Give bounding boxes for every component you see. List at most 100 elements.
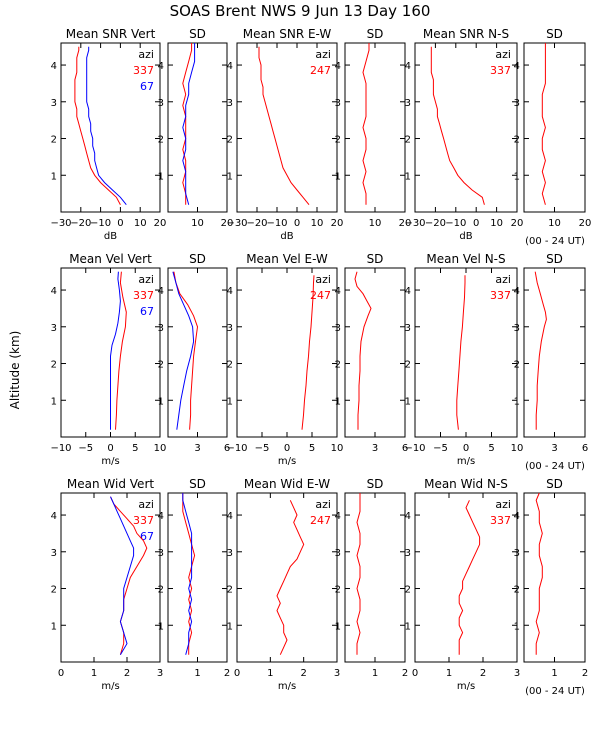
panel-title: Mean Vel Vert [69,252,152,266]
y-tick-label: 2 [335,360,341,371]
x-tick-label: 5 [488,443,494,454]
panel-frame [236,492,338,663]
series-line-red [74,46,121,205]
x-tick-label: 5 [309,443,315,454]
y-tick-label: 4 [405,61,411,72]
y-tick-label: 3 [514,98,520,109]
panel-title: SD [189,477,206,491]
x-tick-label: 10 [191,218,204,229]
series-line-red [258,46,310,206]
y-tick-label: 4 [514,61,520,72]
x-tick-label: 3 [551,443,557,454]
legend-entry: 67 [140,80,154,93]
x-tick-label: 6 [402,443,408,454]
x-tick-label: 1 [267,668,273,679]
legend-entry: 337 [490,64,511,77]
series-line-red [356,493,361,655]
x-tick-label: 1 [194,668,200,679]
legend-header: azi [315,48,331,61]
panel-title: Mean Vel N-S [426,252,505,266]
panel-frame [167,42,228,213]
series-line-blue [172,271,195,430]
x-tick-label: 3 [334,668,340,679]
y-tick-label: 2 [51,360,57,371]
legend-header: azi [138,498,154,511]
legend-entry: 67 [140,530,154,543]
legend-entry: 337 [133,64,154,77]
panel-frame [236,42,338,213]
series-line-blue [182,43,196,205]
x-tick-label: 0 [117,218,123,229]
x-tick-label: 1 [551,668,557,679]
panel-title: Mean SNR Vert [66,27,156,41]
panel-frame [60,492,161,663]
series-line-red [534,271,547,430]
legend-entry: 337 [490,289,511,302]
x-tick-label: 2 [402,668,408,679]
x-tick-label: 20 [399,218,412,229]
y-tick-label: 4 [405,286,411,297]
series-line-red [535,492,543,655]
x-tick-label: 0 [58,668,64,679]
panel-frame [344,42,406,213]
y-axis-label: Altitude (km) [8,331,22,410]
panel-r2c6: 1 2 3 4 3 6 SD [514,252,589,454]
panel-r3c1: 1 2 3 4 0 1 2 3 Mean Wid Vert m/s azi 337 67 [51,477,164,692]
panel-r2c1: 1 2 3 4 −10 −5 0 5 10 Mean Vel Vert m/s azi 337 67 [50,252,166,467]
x-tick-label: 20 [331,218,344,229]
series-line-red [276,500,305,655]
x-tick-label: 3 [514,668,520,679]
y-tick-label: 3 [405,548,411,559]
x-tick-label: 3 [194,443,200,454]
y-tick-label: 2 [335,135,341,146]
x-tick-label: 2 [224,668,230,679]
series-line-red [541,43,546,205]
legend-entry: 337 [490,514,511,527]
x-tick-label: 10 [490,218,503,229]
y-tick-label: 2 [514,360,520,371]
y-tick-label: 3 [51,98,57,109]
y-tick-label: 4 [405,511,411,522]
y-tick-label: 2 [51,585,57,596]
y-tick-label: 4 [51,61,57,72]
y-tick-label: 2 [335,585,341,596]
series-line-red [458,500,481,655]
y-tick-label: 1 [158,396,164,407]
panel-r2c5: 1 2 3 4 −10 −5 0 5 10 Mean Vel N-S m/s azi 337 [404,252,523,467]
x-tick-label: −5 [255,443,270,454]
y-tick-label: 1 [514,171,520,182]
x-axis-label: m/s [278,681,296,692]
y-tick-label: 1 [51,396,57,407]
series-line-blue [110,496,135,655]
time-note-row-2: (00 - 24 UT) [525,461,585,472]
panel-r3c6: 1 2 3 4 1 2 SD [514,477,589,679]
x-tick-label: −30 [50,218,71,229]
y-tick-label: 4 [227,286,233,297]
panel-frame [60,42,161,213]
x-tick-label: 10 [331,443,344,454]
x-tick-label: −10 [50,443,71,454]
x-axis-label: dB [280,231,293,242]
panel-title: SD [189,252,206,266]
y-tick-label: 2 [514,585,520,596]
y-tick-label: 1 [227,621,233,632]
panel-r1c6: 1 2 3 4 10 20 SD [514,27,592,229]
x-tick-label: 0 [294,218,300,229]
y-tick-label: 4 [158,511,164,522]
x-tick-label: 2 [300,668,306,679]
panel-frame [414,492,518,663]
x-tick-label: 0 [412,668,418,679]
y-tick-label: 2 [51,135,57,146]
x-tick-label: −10 [266,218,287,229]
panel-frame [167,267,228,438]
x-tick-label: −20 [425,218,446,229]
panel-r3c4: 1 2 3 4 1 2 SD [335,477,409,679]
legend-header: azi [315,273,331,286]
y-tick-label: 3 [514,323,520,334]
panel-frame [344,267,406,438]
y-tick-label: 4 [335,61,341,72]
series-line-red [456,275,466,430]
x-tick-label: 20 [221,218,234,229]
legend-entry: 247 [310,64,331,77]
x-tick-label: 0 [107,443,113,454]
